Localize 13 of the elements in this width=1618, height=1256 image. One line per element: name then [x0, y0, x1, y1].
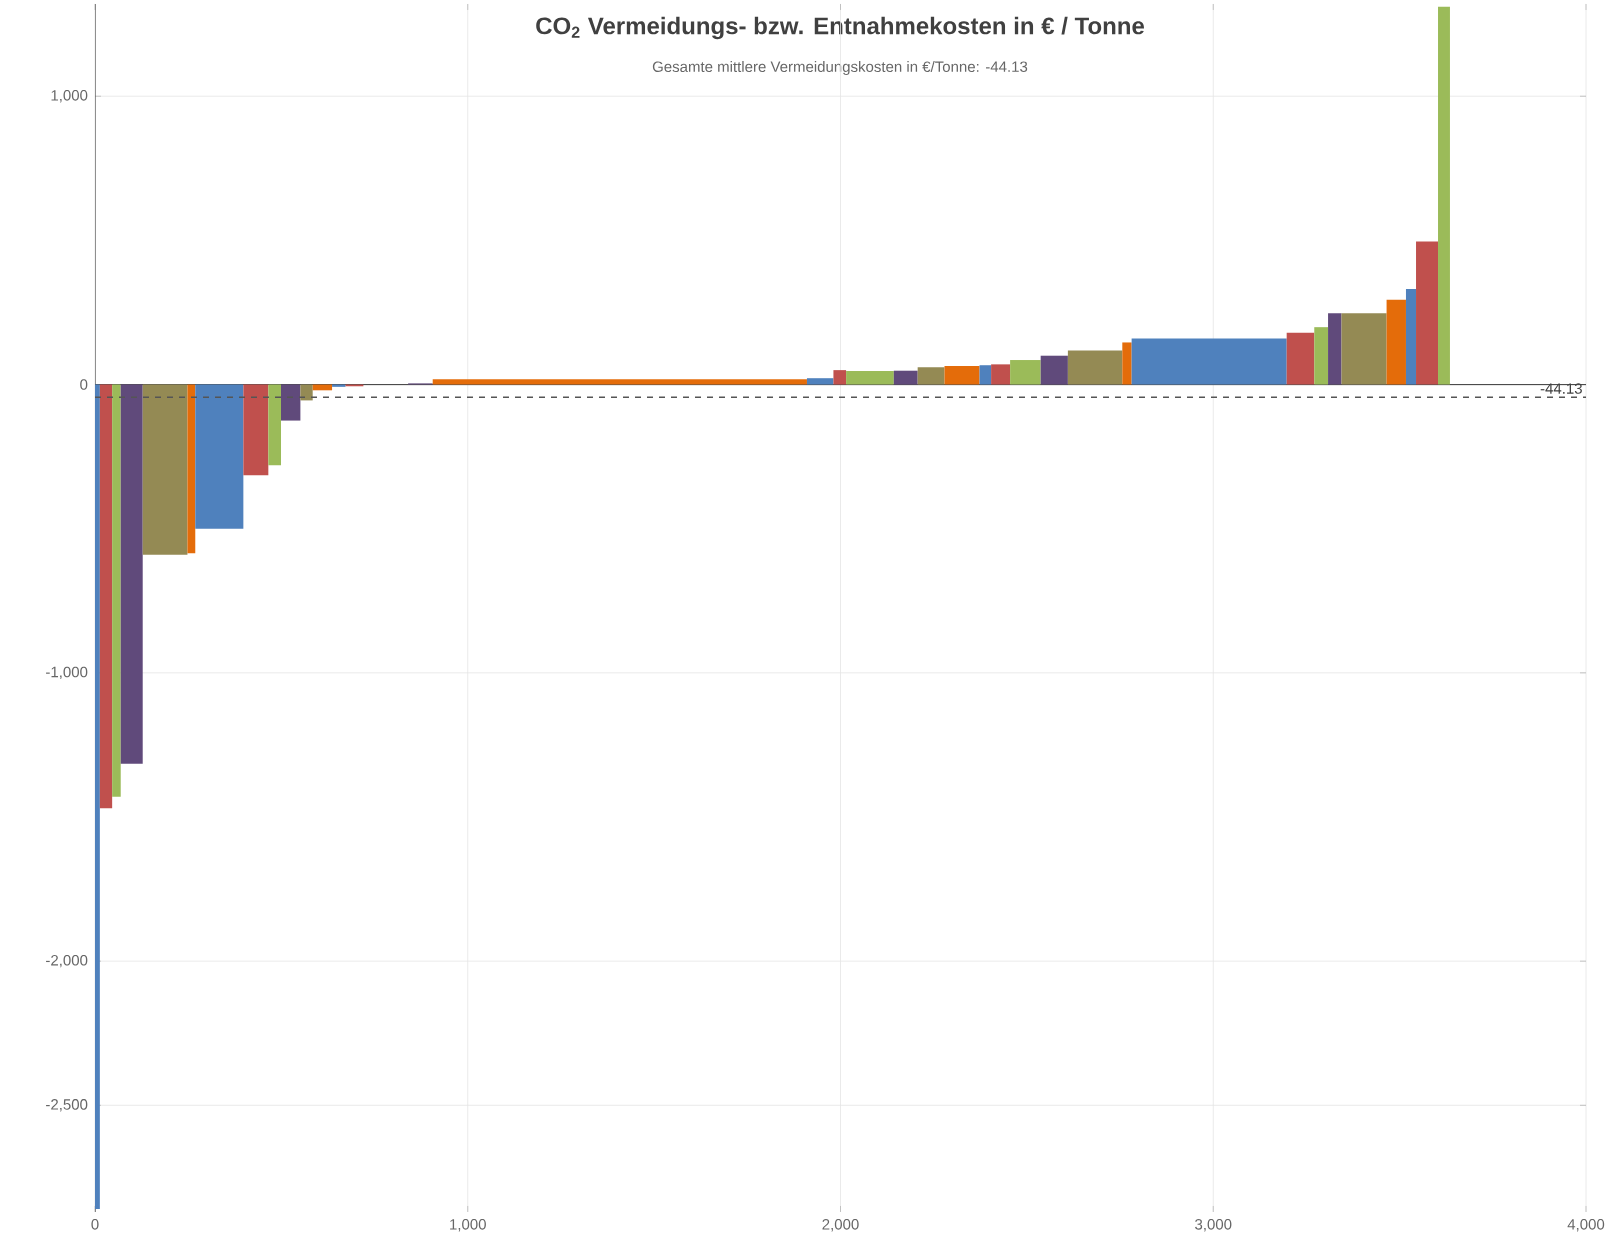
y-tick-label: -2,000: [46, 954, 88, 968]
y-tick-label: -2,500: [46, 1099, 88, 1112]
x-tick-label: 0: [91, 1219, 99, 1230]
x-tick-label: 2,000: [822, 1219, 859, 1232]
chart-title: CO$_{2}$ Vermeidungs- bzw. Entnahmekosten in € / Tonne: [536, 16, 1144, 40]
y-tick-label: -1,000: [46, 666, 88, 680]
y-tick-label: 0: [80, 379, 88, 390]
x-tick-label: 4,000: [1567, 1219, 1605, 1232]
x-tick-label: 3,000: [1195, 1219, 1232, 1232]
y-tick-label: 1,000: [51, 90, 88, 103]
ref-line-label: -44.13: [1540, 383, 1582, 394]
x-tick-label: 1,000: [450, 1219, 486, 1232]
text: Gesamte mittlere Vermeidungskosten in €/Tonne: -44.13: [652, 61, 1028, 75]
